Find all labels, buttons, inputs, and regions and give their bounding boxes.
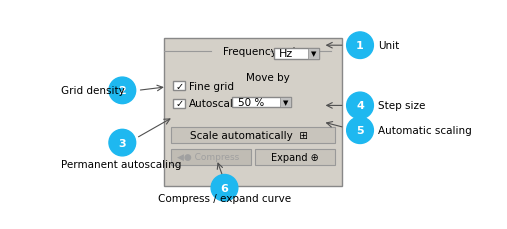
Ellipse shape: [109, 130, 136, 156]
Text: ▼: ▼: [311, 51, 316, 57]
Text: Move by: Move by: [246, 73, 289, 83]
FancyBboxPatch shape: [171, 127, 335, 143]
Text: Expand ⊕: Expand ⊕: [271, 152, 319, 162]
Ellipse shape: [211, 175, 238, 201]
FancyBboxPatch shape: [274, 49, 319, 60]
FancyBboxPatch shape: [280, 98, 291, 108]
Text: Step size: Step size: [378, 101, 425, 111]
FancyBboxPatch shape: [173, 82, 185, 91]
Text: 50 %: 50 %: [238, 98, 265, 108]
Text: 2: 2: [119, 86, 126, 96]
FancyBboxPatch shape: [173, 99, 185, 109]
Text: 3: 3: [119, 138, 126, 148]
Ellipse shape: [347, 33, 373, 59]
FancyBboxPatch shape: [171, 149, 251, 165]
Text: ✓: ✓: [175, 99, 184, 109]
Text: Fine grid: Fine grid: [189, 81, 234, 91]
FancyBboxPatch shape: [255, 149, 335, 165]
Text: Unit: Unit: [378, 41, 399, 51]
Text: Frequency axis: Frequency axis: [223, 46, 301, 56]
Ellipse shape: [347, 93, 373, 119]
Ellipse shape: [109, 78, 136, 104]
Text: Automatic scaling: Automatic scaling: [378, 126, 472, 136]
Text: ▼: ▼: [283, 100, 288, 106]
Text: 1: 1: [356, 41, 364, 51]
Text: 4: 4: [356, 101, 364, 111]
FancyBboxPatch shape: [232, 98, 291, 108]
Text: ✓: ✓: [175, 81, 184, 91]
Text: Permanent autoscaling: Permanent autoscaling: [61, 159, 182, 169]
Text: Autoscale: Autoscale: [189, 99, 240, 109]
Ellipse shape: [347, 117, 373, 144]
Text: 6: 6: [221, 183, 229, 193]
Text: Compress / expand curve: Compress / expand curve: [158, 194, 291, 204]
FancyBboxPatch shape: [308, 49, 319, 60]
Text: ◀● Compress: ◀● Compress: [177, 153, 239, 162]
FancyBboxPatch shape: [164, 39, 342, 186]
Text: Scale automatically  ⊞: Scale automatically ⊞: [190, 130, 308, 140]
Text: Grid density: Grid density: [61, 86, 125, 96]
Text: 5: 5: [356, 126, 364, 136]
Text: Hz: Hz: [279, 49, 293, 59]
